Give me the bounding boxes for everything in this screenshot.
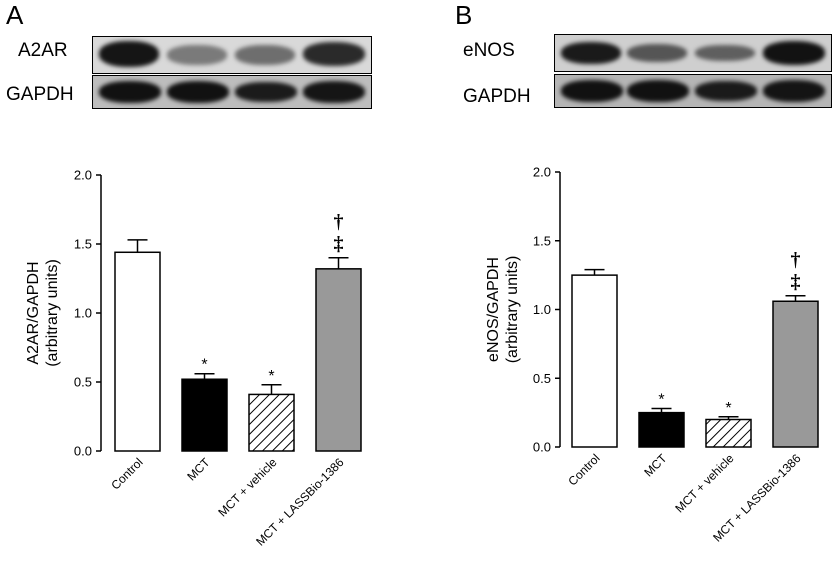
panel-a: A A2AR GAPDH 0.0 0.5 1.0 1.5 2.0 A2AR/GAPDH (a… <box>0 0 416 584</box>
y-axis-label-line: (arbitrary units) <box>504 256 521 364</box>
panel-label: A <box>6 0 24 30</box>
bar <box>571 274 618 448</box>
significance-mark: * <box>268 368 274 385</box>
bar <box>772 300 819 448</box>
y-tick-label: 0.0 <box>74 444 92 459</box>
western-blot-gapdh <box>92 75 372 109</box>
blot-label-gapdh: GAPDH <box>6 84 74 105</box>
bar-chart-a: 0.0 0.5 1.0 1.5 2.0 A2AR/GAPDH (arbitrary unit… <box>25 168 362 549</box>
y-tick-label: 1.5 <box>533 233 551 248</box>
y-tick-label: 1.0 <box>533 302 551 317</box>
category-label: MCT + vehicle <box>672 451 736 515</box>
y-axis-label-line: (arbitrary units) <box>44 259 61 367</box>
category-label: MCT + vehicle <box>215 455 279 519</box>
significance-mark: * <box>201 357 207 374</box>
y-tick-label: 1.0 <box>74 306 92 321</box>
y-tick-label: 1.5 <box>74 237 92 252</box>
panel-b: B eNOS GAPDH 0.0 0.5 1.0 1.5 2.0 eNOS/GAPDH (a… <box>417 0 833 584</box>
category-label: Control <box>565 451 602 488</box>
significance-mark: * <box>658 392 664 409</box>
significance-mark: † <box>334 211 344 233</box>
bar <box>638 411 685 448</box>
bar <box>705 418 752 448</box>
y-tick-label: 0.0 <box>533 440 551 455</box>
y-tick-label: 0.5 <box>533 371 551 386</box>
y-axis-label: A2AR/GAPDH (arbitrary units) <box>25 259 61 367</box>
blot-label-target: A2AR <box>18 40 68 61</box>
bar <box>181 378 228 452</box>
y-tick-label: 2.0 <box>533 165 551 180</box>
significance-mark: † <box>791 249 801 271</box>
western-blot-target <box>554 34 832 72</box>
bar <box>248 393 295 452</box>
y-axis-label: eNOS/GAPDH (arbitrary units) <box>485 256 521 364</box>
western-blot-target <box>92 36 372 74</box>
significance-mark: * <box>725 400 731 417</box>
category-label: Control <box>108 455 145 492</box>
significance-mark: ‡ <box>334 233 344 255</box>
y-axis-label-line: A2AR/GAPDH <box>25 261 42 364</box>
blot-label-target: eNOS <box>463 40 515 61</box>
y-tick-label: 0.5 <box>74 375 92 390</box>
bar <box>315 268 362 452</box>
y-tick-label: 2.0 <box>74 168 92 183</box>
category-label: MCT <box>184 455 213 484</box>
panel-label: B <box>455 0 473 30</box>
bar-chart-b: 0.0 0.5 1.0 1.5 2.0 eNOS/GAPDH (arbitrary unit… <box>485 165 819 545</box>
category-label: MCT <box>641 451 670 480</box>
blot-label-gapdh: GAPDH <box>463 86 531 107</box>
y-axis-label-line: eNOS/GAPDH <box>485 257 502 362</box>
significance-mark: ‡ <box>791 271 801 293</box>
western-blot-gapdh <box>554 74 832 108</box>
bar <box>114 251 161 452</box>
